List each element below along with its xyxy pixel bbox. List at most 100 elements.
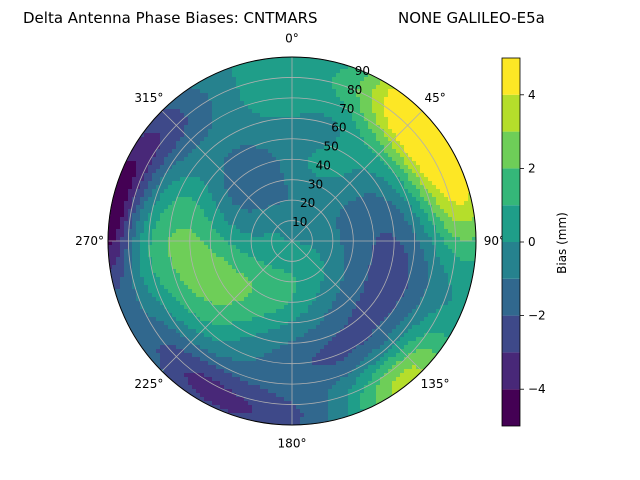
contour-cell (284, 253, 289, 258)
contour-cell (212, 257, 217, 262)
contour-cell (280, 89, 285, 94)
contour-cell (180, 289, 185, 294)
contour-cell (156, 197, 161, 202)
contour-cell (256, 285, 261, 290)
contour-cell (276, 285, 281, 290)
contour-cell (400, 245, 405, 250)
contour-cell (224, 69, 229, 74)
contour-cell (224, 269, 229, 274)
contour-cell (284, 201, 289, 206)
contour-cell (376, 225, 381, 230)
contour-cell (292, 253, 297, 258)
contour-cell (344, 109, 349, 114)
contour-cell (408, 233, 413, 238)
contour-cell (340, 249, 345, 254)
contour-cell (428, 217, 433, 222)
contour-cell (360, 193, 365, 198)
contour-cell (264, 133, 269, 138)
contour-cell (348, 101, 353, 106)
contour-cell (420, 189, 425, 194)
contour-cell (356, 233, 361, 238)
contour-cell (352, 173, 357, 178)
contour-cell (116, 245, 121, 250)
contour-cell (452, 173, 457, 178)
contour-cell (348, 185, 353, 190)
contour-cell (160, 129, 165, 134)
contour-cell (256, 89, 261, 94)
contour-cell (276, 209, 281, 214)
contour-cell (364, 89, 369, 94)
contour-cell (304, 65, 309, 70)
contour-cell (140, 253, 145, 258)
contour-cell (380, 253, 385, 258)
contour-cell (136, 225, 141, 230)
contour-cell (272, 165, 277, 170)
contour-cell (208, 113, 213, 118)
contour-cell (316, 233, 321, 238)
contour-cell (420, 253, 425, 258)
contour-cell (120, 201, 125, 206)
contour-cell (424, 209, 429, 214)
contour-cell (456, 225, 461, 230)
contour-cell (348, 293, 353, 298)
contour-cell (336, 197, 341, 202)
contour-cell (304, 73, 309, 78)
contour-cell (416, 109, 421, 114)
contour-cell (264, 257, 269, 262)
contour-cell (248, 89, 253, 94)
contour-cell (128, 209, 133, 214)
contour-cell (188, 181, 193, 186)
contour-cell (268, 85, 273, 90)
contour-cell (464, 205, 469, 210)
contour-cell (184, 141, 189, 146)
contour-cell (292, 277, 297, 282)
contour-cell (180, 249, 185, 254)
contour-cell (128, 257, 133, 262)
contour-cell (268, 69, 273, 74)
contour-cell (164, 261, 169, 266)
contour-cell (212, 157, 217, 162)
contour-cell (328, 133, 333, 138)
contour-cell (196, 293, 201, 298)
contour-cell (336, 221, 341, 226)
contour-cell (248, 153, 253, 158)
contour-cell (296, 293, 301, 298)
contour-cell (444, 145, 449, 150)
contour-cell (264, 225, 269, 230)
contour-cell (400, 225, 405, 230)
contour-cell (380, 165, 385, 170)
contour-cell (148, 201, 153, 206)
contour-cell (176, 289, 181, 294)
contour-cell (188, 205, 193, 210)
contour-cell (212, 177, 217, 182)
contour-cell (332, 217, 337, 222)
contour-cell (160, 205, 165, 210)
contour-cell (240, 193, 245, 198)
contour-cell (184, 253, 189, 258)
contour-cell (264, 101, 269, 106)
contour-cell (320, 97, 325, 102)
contour-cell (324, 193, 329, 198)
contour-cell (352, 221, 357, 226)
contour-cell (260, 233, 265, 238)
contour-cell (328, 97, 333, 102)
contour-cell (248, 173, 253, 178)
contour-cell (344, 193, 349, 198)
contour-cell (444, 265, 449, 270)
contour-cell (456, 189, 461, 194)
contour-cell (220, 261, 225, 266)
contour-cell (160, 265, 165, 270)
contour-cell (404, 137, 409, 142)
contour-cell (360, 305, 365, 310)
contour-cell (356, 257, 361, 262)
contour-cell (384, 257, 389, 262)
contour-cell (232, 81, 237, 86)
contour-cell (296, 165, 301, 170)
contour-cell (228, 193, 233, 198)
contour-cell (256, 241, 261, 246)
contour-cell (248, 205, 253, 210)
contour-cell (400, 205, 405, 210)
contour-cell (344, 89, 349, 94)
contour-cell (436, 221, 441, 226)
contour-cell (156, 301, 161, 306)
